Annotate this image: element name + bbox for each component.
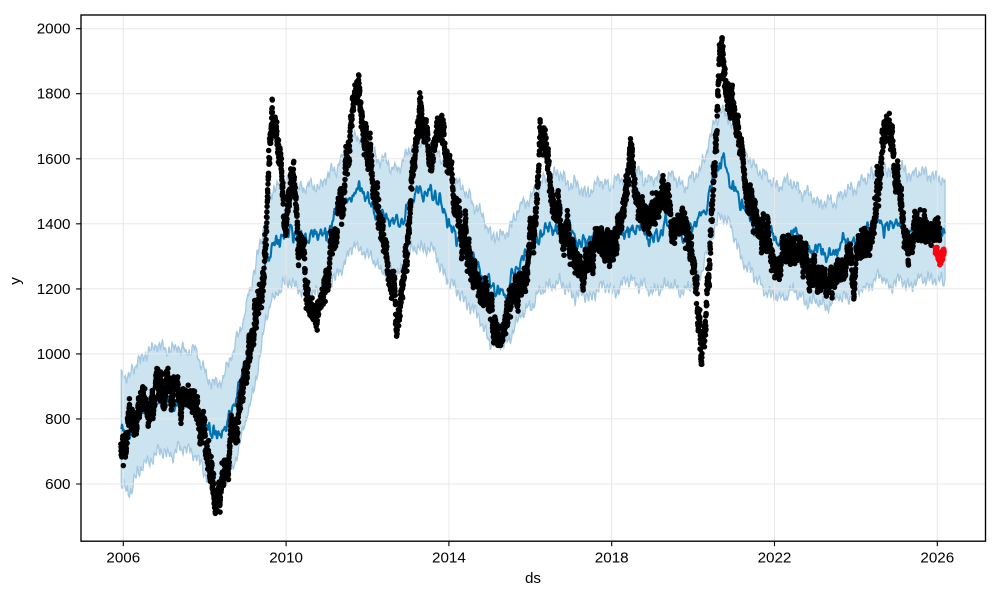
- svg-text:1800: 1800: [37, 86, 71, 103]
- svg-text:2000: 2000: [37, 21, 71, 38]
- svg-text:800: 800: [45, 411, 70, 428]
- svg-text:1600: 1600: [37, 151, 71, 168]
- svg-text:2022: 2022: [758, 549, 792, 566]
- svg-text:600: 600: [45, 476, 70, 493]
- svg-text:2006: 2006: [106, 549, 140, 566]
- svg-text:2010: 2010: [269, 549, 303, 566]
- svg-text:1000: 1000: [37, 346, 71, 363]
- svg-text:2026: 2026: [920, 549, 954, 566]
- svg-text:1200: 1200: [37, 281, 71, 298]
- svg-text:y: y: [7, 277, 24, 285]
- svg-text:ds: ds: [525, 570, 541, 587]
- svg-text:2018: 2018: [595, 549, 629, 566]
- svg-text:1400: 1400: [37, 216, 71, 233]
- svg-text:2014: 2014: [432, 549, 466, 566]
